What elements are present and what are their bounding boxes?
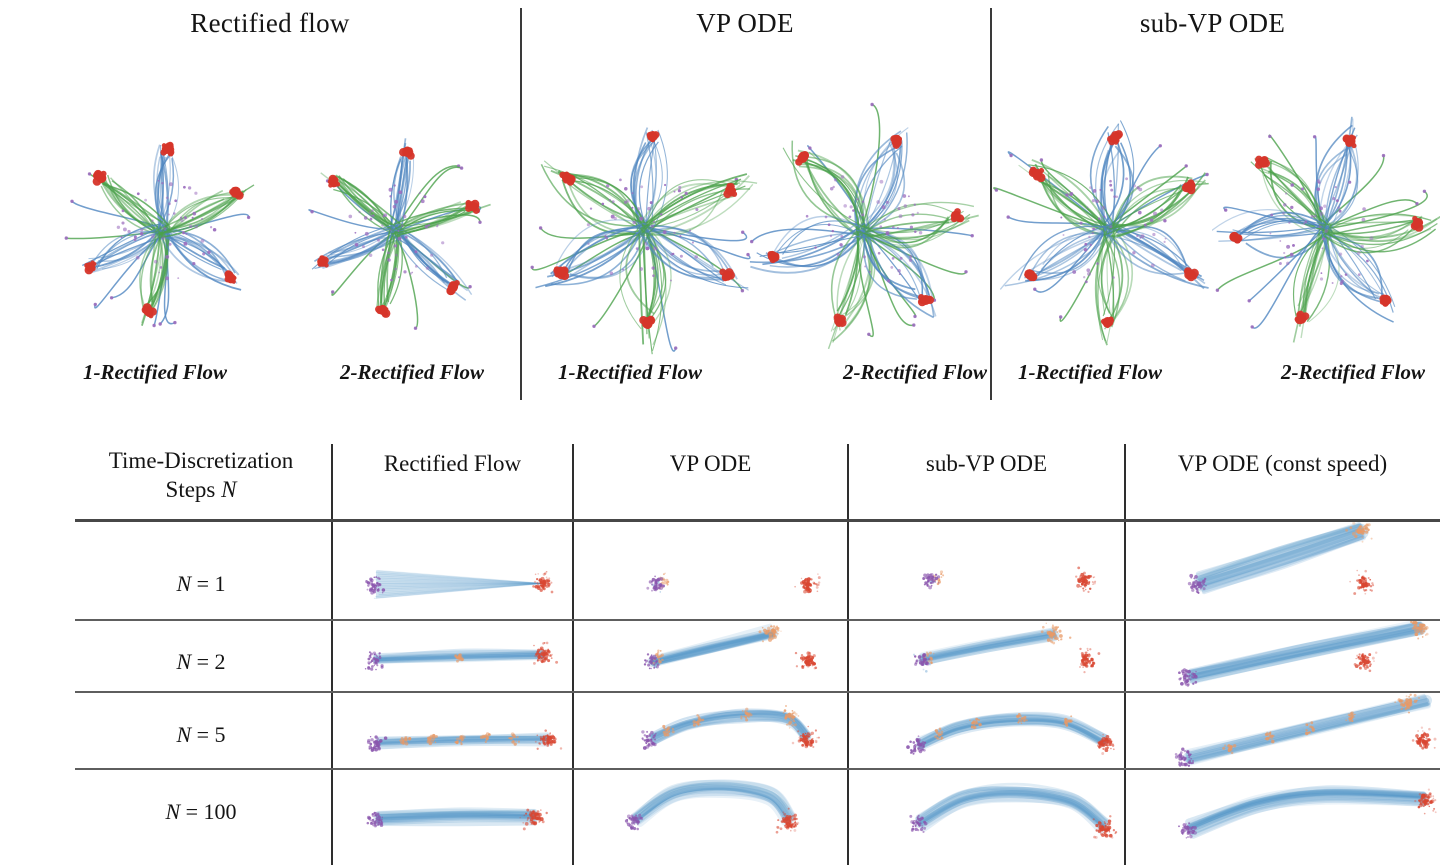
trajectory-cell [849,522,1123,618]
trajectory-cell [1126,693,1439,767]
table-header-rectified-flow: Rectified Flow [383,451,522,476]
flower-plot [528,92,762,360]
panel-title-sub-vp-ode: sub-VP ODE [1139,8,1286,38]
table-row-rule [75,768,1440,770]
trajectory-cell [574,621,846,690]
table-row-rule [75,619,1440,621]
plot-label: 2-Rectified Flow [842,360,988,384]
flower-plot [282,98,510,356]
row-label-n100: N = 100 [165,799,237,824]
row-label-n1: N = 1 [176,571,226,596]
plot-label: 1-Rectified Flow [1017,360,1163,384]
trajectory-cell [574,522,846,618]
plot-label: 2-Rectified Flow [1280,360,1426,384]
trajectory-cell [574,770,846,864]
table-header-rule [75,519,1440,522]
trajectory-cell [333,770,572,864]
panel-divider [990,8,992,400]
table-column-divider [572,444,574,865]
table-header-vp-ode-const-speed: VP ODE (const speed) [1177,451,1388,476]
row-label-n5: N = 5 [176,722,226,747]
table-header-sub-vp-ode: sub-VP ODE [925,451,1048,476]
flower-plot [746,92,980,360]
trajectory-cell [574,693,846,767]
flower-plot [993,92,1227,360]
panel-title-vp-ode: VP ODE [696,8,794,38]
trajectory-cell [1126,522,1439,618]
trajectory-cell [333,522,572,618]
plot-label: 1-Rectified Flow [557,360,703,384]
table-header-steps: Time-Discretization Steps N [70,447,332,505]
table-header-steps-line1: Time-Discretization [108,448,294,473]
trajectory-cell [849,621,1123,690]
trajectory-cell [333,621,572,690]
panel-title-rectified-flow: Rectified flow [190,8,350,38]
trajectory-cell [1126,621,1439,690]
plot-label: 1-Rectified Flow [82,360,228,384]
table-row-rule [75,691,1440,693]
trajectory-cell [849,693,1123,767]
flower-plot [1212,92,1440,360]
row-label-n2: N = 2 [176,649,226,674]
trajectory-cell [1126,770,1439,864]
table-column-divider [1124,444,1126,865]
plot-label: 2-Rectified Flow [339,360,485,384]
trajectory-cell [849,770,1123,864]
panel-divider [520,8,522,400]
table-column-divider [847,444,849,865]
flower-plot [50,98,278,356]
table-column-divider [331,444,333,865]
table-header-steps-line2: Steps N [165,476,237,502]
table-header-vp-ode: VP ODE [669,451,752,476]
trajectory-cell [333,693,572,767]
